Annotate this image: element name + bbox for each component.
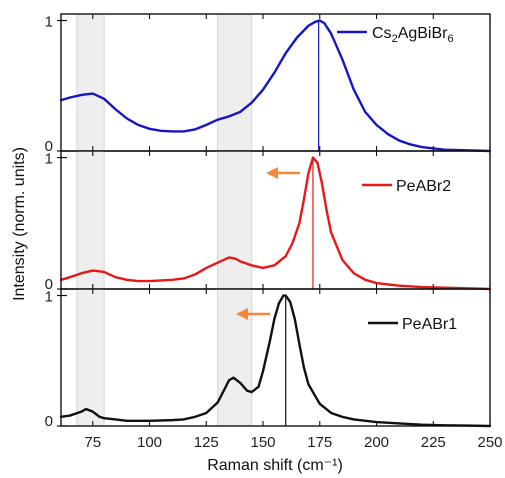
y-tick-label: 0: [45, 413, 53, 430]
shaded-region-2: [217, 150, 253, 290]
y-tick-label: 0: [45, 138, 53, 155]
panel-frame: [60, 288, 491, 427]
y-axis-title: Intensity (norm. units): [11, 147, 28, 301]
shaded-region-1: [76, 288, 105, 427]
panel-2: 0 1 PeABr2: [45, 150, 492, 293]
x-tick-label: 100: [137, 434, 162, 451]
legend-label: Cs2AgBiBr6: [372, 25, 454, 45]
panel-3: 0 1 PeABr1: [45, 288, 492, 430]
legend-label: PeABr1: [402, 316, 457, 333]
x-axis-title: Raman shift (cm⁻¹): [207, 457, 343, 474]
y-tick-label: 1: [45, 14, 53, 31]
y-tick-label: 0: [45, 276, 53, 293]
x-tick-label: 150: [251, 434, 276, 451]
x-tick-label: 175: [307, 434, 332, 451]
series-line-PeABr1: [59, 294, 492, 428]
series-line-Cs2AgBiBr6: [59, 19, 492, 153]
x-tick-label: 250: [477, 434, 502, 451]
legend-text: Cs: [372, 25, 392, 42]
panel-1: 0 1 Cs2AgBiBr6: [45, 13, 492, 155]
x-tick-label: 200: [364, 434, 389, 451]
shift-arrow-head: [266, 167, 278, 179]
series-line-PeABr2: [59, 156, 492, 291]
y-tick-label: 1: [45, 151, 53, 168]
x-tick-label: 75: [84, 434, 101, 451]
y-tick-label: 1: [45, 289, 53, 306]
x-axis-ticks: 75 100 125 150 175 200 225 250: [84, 434, 502, 451]
legend-subscript: 6: [447, 33, 453, 45]
legend-label: PeABr2: [396, 178, 451, 195]
legend-text: AgBiBr: [398, 25, 448, 42]
x-tick-label: 125: [194, 434, 219, 451]
shaded-region-1: [76, 150, 105, 290]
shaded-region-1: [76, 13, 105, 152]
shift-arrow-head: [236, 308, 248, 320]
shaded-region-2: [217, 13, 253, 152]
x-tick-label: 225: [421, 434, 446, 451]
legend-subscript: 2: [392, 33, 398, 45]
